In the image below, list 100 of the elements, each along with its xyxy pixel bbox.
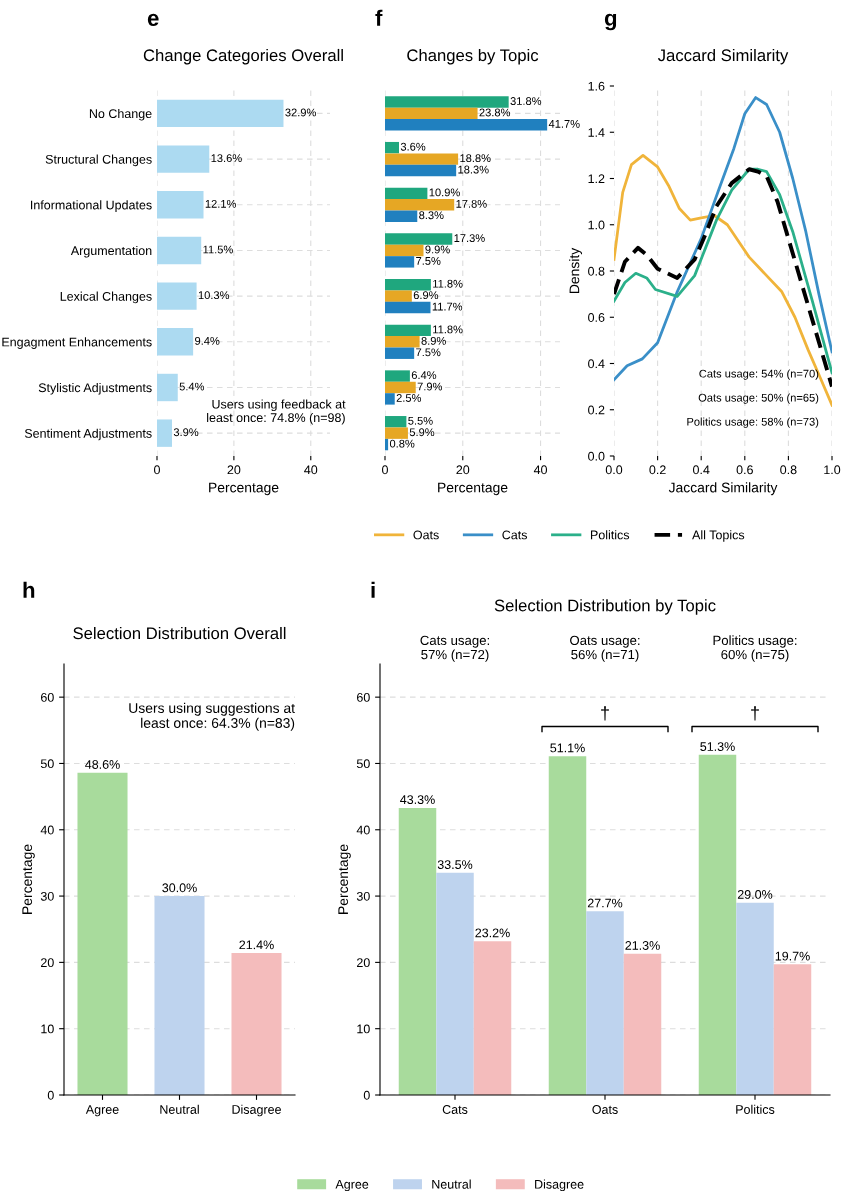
data-label: 0.8% [389,439,415,448]
y-tick-label: Sentiment Adjustments [24,428,152,441]
data-label: 29.0% [737,890,773,899]
x-axis-title: Percentage [209,482,279,496]
x-tick-label: 1.0 [824,465,841,475]
x-tick-label: 0.8 [780,465,797,475]
bar [157,419,172,447]
x-tick-label: 40 [304,465,318,475]
y-tick-label: Informational Updates [31,200,152,212]
data-label: 13.6% [211,154,242,163]
data-label: 5.9% [409,428,435,437]
bar [385,393,395,405]
y-tick-label: Argumentation [70,245,152,258]
x-tick-label: 0 [154,465,160,475]
bar [385,347,415,359]
bar [436,872,474,1095]
data-label: 7.5% [416,348,441,357]
y-axis-title: Percentage [22,844,35,914]
data-label: 43.3% [400,795,435,805]
data-label: 30.0% [162,883,197,893]
y-axis-title: Density [569,247,583,294]
data-label: 17.8% [456,199,487,208]
x-tick-label: 0.6 [736,465,753,475]
y-tick-label: 20 [41,958,54,968]
legend-label: Neutral [432,1179,471,1189]
bar [385,370,410,382]
text: f [375,9,383,26]
text: e [147,13,159,26]
y-tick-label: 40 [40,825,54,835]
data-label: 5.5% [408,416,433,425]
bar [473,941,512,1095]
y-tick-label: 30 [40,891,54,901]
bar [157,145,210,173]
data-label: 31.8% [510,97,542,105]
chart-title: Jaccard Similarity [657,48,789,65]
bar [157,99,284,128]
data-label: 17.3% [454,234,485,243]
y-tick-label: 1.4 [588,128,605,137]
y-tick-label: Lexical Changes [60,291,152,304]
annotation: Cats usage: 54% (n=70) [699,369,819,380]
data-label: 21.3% [625,941,660,950]
bar [385,381,416,394]
data-label: 41.7% [548,119,580,128]
x-tick-label: 0.0 [605,465,623,475]
bar [385,233,453,245]
data-label: 10.9% [429,188,460,197]
y-tick-label: 1.6 [588,81,605,91]
bar [385,290,412,302]
data-label: 9.4% [195,336,220,345]
bar [157,282,197,310]
bar [385,324,431,337]
data-label: 11.8% [433,325,463,334]
y-tick-label: No Change [89,108,152,121]
bar [385,336,420,348]
y-tick-label: 0.8 [588,266,605,276]
annotation: Politics usage: 58% (n=73) [687,417,819,428]
bar [623,953,662,1095]
legend-label: Agree [335,1179,369,1191]
data-label: 6.9% [413,291,439,300]
chart-title: Selection Distribution Overall [73,626,286,640]
text: Cats usage: 57% (n=72) [420,635,489,662]
data-label: 33.5% [437,860,473,870]
data-label: 2.5% [396,394,422,402]
x-tick-label: Oats [592,1105,618,1114]
annotation: Users using suggestions at least once: 64.3% (n=83) [129,702,295,731]
data-label: 8.3% [419,211,444,220]
y-tick-label: 50 [40,759,54,769]
y-tick-label: Engagment Enhancements [2,337,152,349]
y-tick-label: 10 [357,1024,370,1034]
y-tick-label: 60 [357,692,370,702]
y-tick-label: 0.0 [588,451,605,461]
data-label: 21.4% [239,940,274,950]
x-tick-label: 0 [382,465,388,475]
bar [385,244,424,257]
bar [385,164,457,177]
x-tick-label: Neutral [160,1104,199,1114]
data-label: 3.6% [400,142,426,151]
x-tick-label: 20 [227,465,241,475]
bar [157,236,202,265]
line-series [614,96,832,382]
data-label: 27.7% [587,898,623,908]
bar [548,756,587,1095]
chart-title: Changes by Topic [407,48,539,65]
data-label: 8.9% [421,336,446,345]
bar [698,754,737,1095]
y-tick-label: 0 [47,1090,54,1100]
text: Oats usage: 56% (n=71) [570,635,640,662]
y-tick-label: 40 [356,825,370,835]
bar [385,107,478,120]
data-label: 7.5% [416,257,441,265]
bar [586,911,624,1095]
bar [154,896,205,1095]
y-tick-label: 10 [41,1024,54,1034]
data-label: 51.3% [700,742,735,751]
bar [231,953,282,1095]
data-label: 3.9% [173,428,199,437]
bar [385,278,431,291]
annotation: † [601,706,609,721]
text: h [23,581,35,598]
x-axis-title: Percentage [438,482,508,496]
